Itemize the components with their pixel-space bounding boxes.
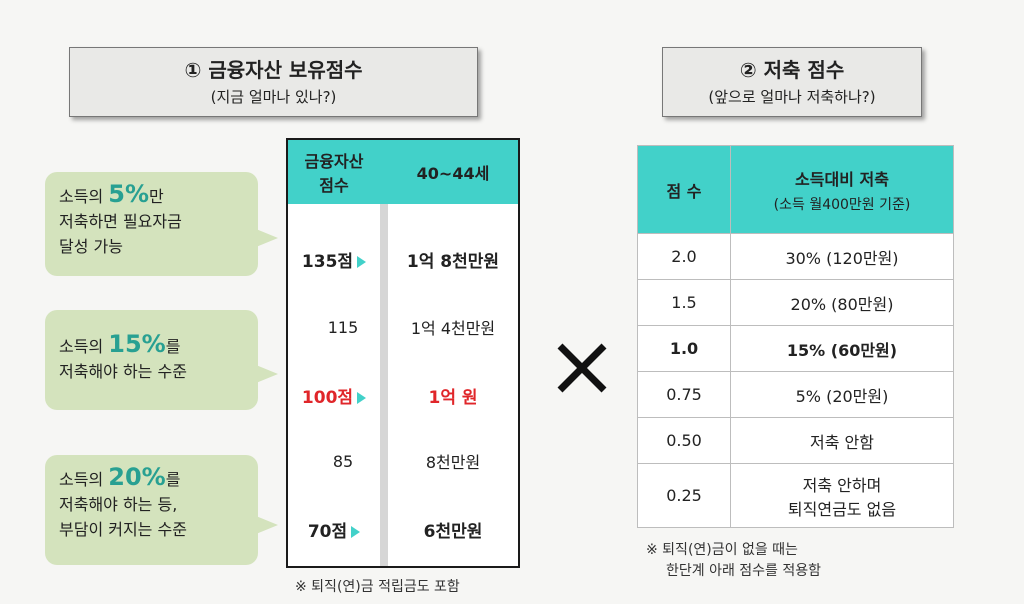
callout-bubble-15: 소득의 15%를 저축해야 하는 수준: [45, 310, 278, 410]
bubble-highlight: 15%: [108, 330, 166, 358]
asset-score-subtitle: (지금 얼마나 있나?): [210, 88, 337, 106]
callout-bubble-20: 소득의 20%를 저축해야 하는 등, 부담이 커지는 수준: [45, 455, 278, 565]
arrow-right-icon: [357, 255, 367, 268]
bubble-highlight: 5%: [108, 180, 149, 208]
table-row: 2.0 30% (120만원): [637, 233, 954, 280]
saving-score-table: 점 수 소득대비 저축 (소득 월400만원 기준) 2.0 30% (120만…: [637, 145, 954, 528]
table-row: 0.25 저축 안하며 퇴직연금도 없음: [637, 463, 954, 528]
asset-header-age: 40~44세: [416, 164, 490, 183]
table-row: 85 8천만원: [332, 451, 481, 473]
table-row: 1.0 15% (60만원): [637, 325, 954, 372]
asset-table-note: ※ 퇴직(연)금 적립금도 포함: [295, 579, 460, 595]
table-row: 0.50 저축 안함: [637, 417, 954, 464]
saving-score-title: ② 저축 점수: [739, 58, 845, 82]
asset-score-title: ① 금융자산 보유점수: [184, 58, 363, 82]
arrow-right-icon: [357, 391, 367, 404]
saving-score-title-box: ② 저축 점수 (앞으로 얼마나 저축하나?): [662, 47, 922, 117]
asset-table-header: 금융자산 점수 40~44세: [288, 140, 518, 204]
arrow-right-icon: [351, 525, 361, 538]
table-row: 70점 6천만원: [307, 521, 483, 542]
multiply-icon: [557, 343, 607, 393]
asset-header-score: 금융자산 점수: [304, 152, 364, 195]
bubble-highlight: 20%: [108, 463, 166, 491]
column-divider: [380, 204, 388, 566]
asset-score-table: 금융자산 점수 40~44세 135점 1억 8천만원 115 1억 4천만원 1…: [286, 138, 520, 568]
saving-table-header: 점 수 소득대비 저축 (소득 월400만원 기준): [637, 145, 954, 234]
saving-score-subtitle: (앞으로 얼마나 저축하나?): [708, 88, 876, 106]
table-row: 115 1억 4천만원: [327, 317, 496, 339]
saving-header-score: 점 수: [637, 145, 731, 234]
saving-header-ratio: 소득대비 저축 (소득 월400만원 기준): [730, 145, 954, 234]
callout-bubble-5: 소득의 5%만 저축하면 필요자금 달성 가능: [45, 172, 278, 276]
asset-score-title-box: ① 금융자산 보유점수 (지금 얼마나 있나?): [69, 47, 478, 117]
table-row: 1.5 20% (80만원): [637, 279, 954, 326]
saving-table-note: ※ 퇴직(연)금이 없을 때는 한단계 아래 점수를 적용함: [646, 542, 822, 579]
table-row: 0.75 5% (20만원): [637, 371, 954, 418]
table-row: 135점 1억 8천만원: [301, 251, 500, 272]
table-row: 100점 1억 원: [301, 387, 478, 408]
